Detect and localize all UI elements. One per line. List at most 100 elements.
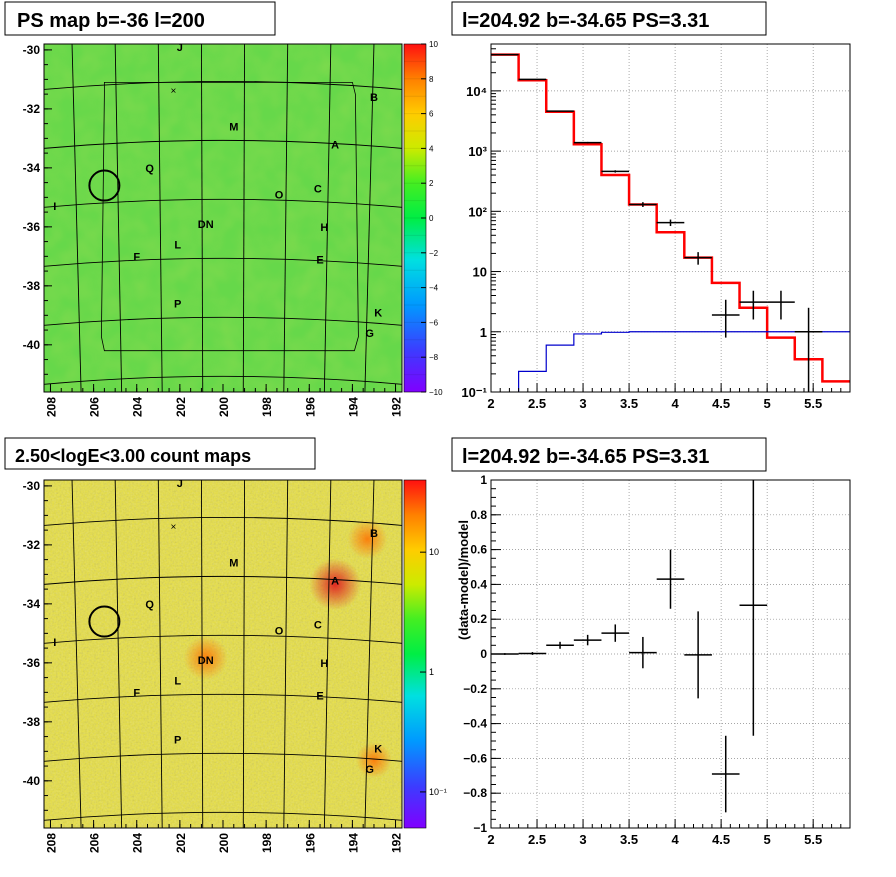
source-label-h: H xyxy=(320,658,328,670)
colorbar-tick-label: 10⁻¹ xyxy=(429,787,447,797)
y-tick-label: 0.6 xyxy=(470,543,487,557)
source-label-b: B xyxy=(370,92,378,104)
x-tick-label: 5.5 xyxy=(804,396,822,411)
count-colorbar xyxy=(404,480,426,828)
x-tick-label: 2 xyxy=(487,832,494,847)
source-label-f: F xyxy=(133,687,140,699)
x-tick-label: 4 xyxy=(671,832,679,847)
y-tick-label: -34 xyxy=(23,597,41,611)
x-tick-label: 194 xyxy=(346,397,360,417)
colorbar-tick-label: −10 xyxy=(429,388,443,397)
y-tick-label: 0.4 xyxy=(470,577,487,591)
source-label-dn: DN xyxy=(198,655,214,667)
x-tick-label: 204 xyxy=(131,833,145,853)
source-label-e: E xyxy=(316,254,323,266)
spectrum-title: l=204.92 b=-34.65 PS=3.31 xyxy=(462,10,709,32)
colorbar-tick-label: 4 xyxy=(429,144,434,153)
x-tick-label: 3.5 xyxy=(620,396,638,411)
x-tick-label: 3 xyxy=(579,396,586,411)
x-tick-label: 192 xyxy=(390,833,404,853)
x-tick-label: 198 xyxy=(260,833,274,853)
source-label-m: M xyxy=(229,558,238,570)
y-tick-label: 0 xyxy=(480,647,487,661)
source-label-k: K xyxy=(374,307,382,319)
source-label-m: M xyxy=(229,122,238,134)
source-label-c: C xyxy=(314,184,322,196)
residual-title-box: l=204.92 b=-34.65 PS=3.31 xyxy=(452,438,766,471)
x-tick-label: 204 xyxy=(131,397,145,417)
y-tick-label: -40 xyxy=(23,338,41,352)
source-label-p: P xyxy=(174,299,181,311)
x-tick-label: 206 xyxy=(88,833,102,853)
y-tick-label: −0.8 xyxy=(463,786,487,800)
spectrum-plot-area xyxy=(491,44,850,392)
y-tick-label: −0.4 xyxy=(463,717,487,731)
source-label-h: H xyxy=(320,222,328,234)
x-tick-label: 208 xyxy=(44,833,58,853)
x-tick-label: 202 xyxy=(174,833,188,853)
x-tick-label: 192 xyxy=(390,397,404,417)
y-tick-label: 10 xyxy=(473,265,487,280)
y-tick-label: −0.2 xyxy=(463,682,487,696)
colorbar-tick-label: −6 xyxy=(429,318,439,327)
colorbar-tick-label: 2 xyxy=(429,179,434,188)
residual-title: l=204.92 b=-34.65 PS=3.31 xyxy=(462,446,709,468)
x-tick-label: 5 xyxy=(764,832,771,847)
x-tick-label: 194 xyxy=(346,833,360,853)
source-label-f: F xyxy=(133,251,140,263)
count-map-title: 2.50<logE<3.00 count maps xyxy=(15,446,251,466)
count-map-hotspot-b xyxy=(347,519,387,559)
y-tick-label: -30 xyxy=(23,43,41,57)
x-tick-label: 3.5 xyxy=(620,832,638,847)
source-label-i: I xyxy=(53,201,56,213)
source-label-l: L xyxy=(174,240,181,252)
x-tick-label: 2.5 xyxy=(528,396,546,411)
x-tick-label: 4 xyxy=(671,396,679,411)
x-tick-label: 5.5 xyxy=(804,832,822,847)
count-map-title-box: 2.50<logE<3.00 count maps xyxy=(5,438,315,469)
source-label-o: O xyxy=(275,625,284,637)
x-tick-label: 196 xyxy=(303,833,317,853)
data-point xyxy=(546,111,574,112)
colorbar-tick-label: 1 xyxy=(429,667,434,677)
x-tick-label: 196 xyxy=(303,397,317,417)
y-tick-label: -38 xyxy=(23,279,41,293)
x-tick-label: 208 xyxy=(44,397,58,417)
source-label-g: G xyxy=(365,328,374,340)
source-label-i: I xyxy=(53,637,56,649)
x-tick-label: 4.5 xyxy=(712,832,730,847)
x-tick-label: 202 xyxy=(174,397,188,417)
source-label-p: P xyxy=(174,735,181,747)
y-tick-label: 10² xyxy=(468,204,487,219)
y-tick-label: 1 xyxy=(480,473,487,487)
x-tick-label: 2.5 xyxy=(528,832,546,847)
ps-map-title-box: PS map b=-36 l=200 xyxy=(5,2,275,35)
y-tick-label: 10⁻¹ xyxy=(461,385,487,400)
y-tick-label: 1 xyxy=(480,325,487,340)
y-tick-label: -38 xyxy=(23,715,41,729)
y-tick-label: -34 xyxy=(23,161,41,175)
source-label-b: B xyxy=(370,528,378,540)
y-tick-label: -36 xyxy=(23,220,41,234)
x-tick-label: 200 xyxy=(217,397,231,417)
x-tick-label: 4.5 xyxy=(712,396,730,411)
y-tick-label: -32 xyxy=(23,538,41,552)
y-tick-label: -32 xyxy=(23,102,41,116)
source-label-a: A xyxy=(331,139,339,151)
source-label-dn: DN xyxy=(198,219,214,231)
spectrum-title-box: l=204.92 b=-34.65 PS=3.31 xyxy=(452,2,766,35)
source-label-g: G xyxy=(365,764,374,776)
cross-marker: × xyxy=(170,86,176,97)
ps-map-title: PS map b=-36 l=200 xyxy=(17,10,205,32)
data-point xyxy=(574,142,602,144)
x-tick-label: 200 xyxy=(217,833,231,853)
source-label-c: C xyxy=(314,620,322,632)
colorbar-tick-label: 10 xyxy=(429,547,439,557)
